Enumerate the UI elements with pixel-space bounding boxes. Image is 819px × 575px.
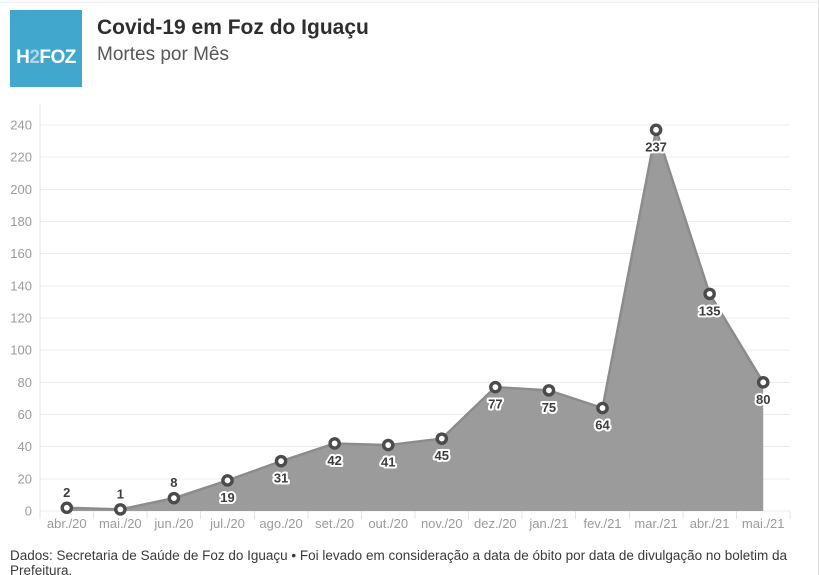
value-label: 42 [327,453,341,468]
value-label: 80 [756,392,770,407]
value-label: 77 [488,397,502,412]
value-label: 64 [595,418,610,433]
y-axis-label: 80 [18,375,32,390]
value-label: 1 [117,486,124,501]
y-axis-label: 200 [10,182,32,197]
trend-line [66,128,765,511]
x-axis-label: mar./21 [634,516,677,531]
data-point[interactable] [489,380,502,394]
x-axis-label: abr./21 [690,516,730,531]
data-point[interactable] [328,437,341,450]
value-label: 8 [170,475,177,490]
data-point[interactable] [381,438,395,452]
logo-text-h: H [16,46,30,68]
x-axis-label: nov./20 [421,516,463,531]
y-axis-label: 180 [10,214,32,229]
value-label: 41 [381,455,395,470]
x-axis-label: out./20 [368,516,408,531]
data-point[interactable] [274,454,288,468]
top-border-strip [0,0,818,3]
value-label: 237 [645,139,667,154]
data-point[interactable] [596,401,609,415]
h2foz-logo: H 2 FOZ [10,10,82,87]
area-fill [66,129,764,511]
page-subtitle: Mortes por Mês [97,44,229,65]
y-axis-label: 120 [10,311,32,326]
value-label: 2 [63,485,70,500]
data-point[interactable] [756,376,770,389]
x-axis-label: abr./20 [47,516,87,531]
y-axis-label: 40 [18,439,32,454]
value-label: 19 [220,490,234,505]
area-chart-canvas: 020406080100120140160180200220240abr./20… [10,104,791,531]
value-label: 135 [699,303,721,318]
value-label: 31 [274,471,288,486]
y-axis-label: 0 [25,504,32,519]
x-axis-label: dez./20 [474,516,517,531]
x-axis-label: ago./20 [259,516,302,531]
deaths-per-month-chart: 0 20 40 60 80 100 120 140 160 180 200 220 240 abr./20… [0,100,819,545]
y-axis-label: 240 [10,118,32,133]
data-point[interactable] [435,432,449,445]
x-axis-label: jun./20 [153,516,193,531]
data-point[interactable] [703,287,716,301]
logo-text-2: 2 [29,46,40,68]
data-point[interactable] [167,491,181,505]
logo-text-foz: FOZ [39,46,76,68]
source-note: Dados: Secretaria de Saúde de Foz do Igu… [10,548,787,575]
x-axis-label: mai./21 [742,516,785,531]
value-label: 75 [542,400,556,415]
data-point[interactable] [649,123,663,137]
y-axis-label: 20 [18,471,32,486]
title-block: Covid-19 em Foz do Iguaçu Mortes por Mês [97,10,369,87]
data-point[interactable] [542,384,556,397]
x-axis-label: set./20 [315,516,354,531]
x-axis-label: mai./20 [99,516,142,531]
x-axis-label: fev./21 [583,516,621,531]
value-label: 45 [435,448,449,463]
y-axis-label: 60 [18,407,32,422]
y-axis-label: 140 [10,278,32,293]
header: H 2 FOZ Covid-19 em Foz do Iguaçu Mortes p… [10,10,369,87]
y-axis-label: 220 [10,150,32,165]
x-axis-label: jul./20 [209,516,245,531]
y-axis-label: 160 [10,246,32,261]
y-axis-label: 100 [10,343,32,358]
page-title: Covid-19 em Foz do Iguaçu [97,16,369,39]
data-point[interactable] [221,474,234,487]
x-axis-label: jan./21 [528,516,568,531]
data-point[interactable] [60,501,74,515]
data-point[interactable] [114,503,127,516]
